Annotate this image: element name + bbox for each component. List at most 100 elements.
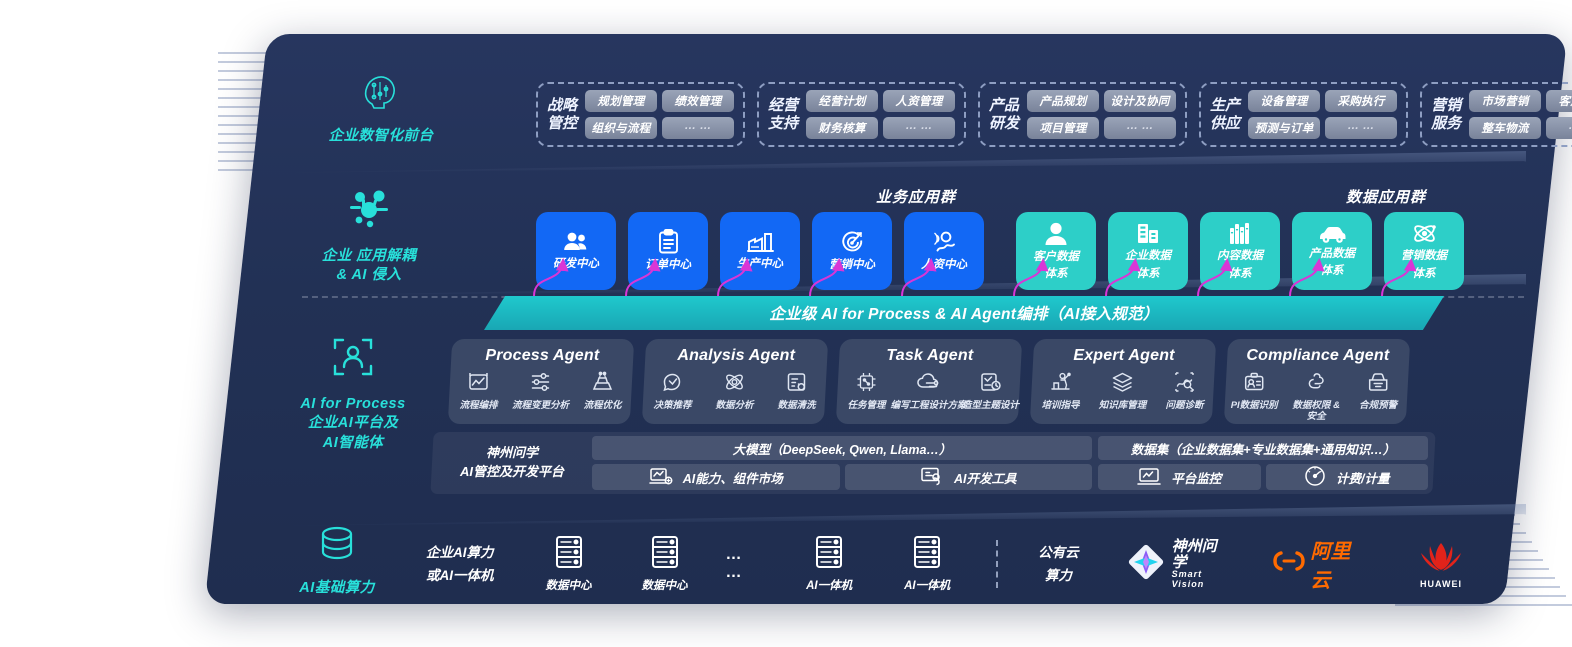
agent-capability[interactable]: 知识库管理: [1094, 371, 1150, 412]
domain-group[interactable]: 生产 供应 设备管理 采购执行 预测与订单… …: [1199, 82, 1409, 147]
agent-capability[interactable]: 任务管理: [838, 371, 894, 412]
domain-chip[interactable]: 规划管理: [585, 90, 658, 112]
agent-capability[interactable]: 数据分析: [706, 371, 762, 412]
infra-item[interactable]: 数据中心: [546, 535, 592, 594]
platform-name: 神州问学 AI管控及开发平台: [432, 444, 592, 482]
infra-item[interactable]: AI一体机: [806, 535, 852, 594]
domain-group[interactable]: 产品 研发 产品规划 设计及协同 项目管理… …: [978, 82, 1188, 147]
agent-card[interactable]: Compliance Agent PI数据识别 数据权限 & 安全 合规预警: [1223, 339, 1411, 424]
domain-chip-grid: 产品规划 设计及协同 项目管理… …: [1027, 90, 1177, 139]
factory-icon: [746, 230, 774, 254]
infra-item[interactable]: AI一体机: [904, 535, 950, 594]
domain-group[interactable]: 经营 支持 经营计划 人资管理 财务核算… …: [757, 82, 967, 147]
domain-chip[interactable]: 客户关系: [1546, 90, 1572, 112]
domain-chip[interactable]: 绩效管理: [662, 90, 735, 112]
clipboard-icon: [657, 229, 680, 255]
domain-chip[interactable]: 预测与订单: [1248, 117, 1321, 139]
agent-capability[interactable]: PI数据识别: [1226, 371, 1282, 423]
huawei-flower-icon: [1416, 540, 1466, 579]
domain-chip[interactable]: … …: [662, 117, 735, 139]
shenzhou-wenxue-logo[interactable]: 神州问学 Smart Vision: [1127, 539, 1227, 589]
app-card[interactable]: 企业数据 体系: [1108, 212, 1188, 290]
domain-chip[interactable]: 产品规划: [1027, 90, 1100, 112]
platform-cell[interactable]: AI开发工具: [844, 464, 1092, 490]
domain-chip[interactable]: 经营计划: [806, 90, 879, 112]
app-card[interactable]: 内容数据 体系: [1200, 212, 1280, 290]
app-card-label: 内容数据: [1217, 250, 1263, 263]
infra-divider: [996, 540, 999, 588]
domain-chip[interactable]: 设备管理: [1248, 90, 1321, 112]
infra-label-line2: 或AI一体机: [426, 567, 494, 583]
app-card[interactable]: 人资中心: [904, 212, 984, 290]
agent-capability[interactable]: 流程编排: [450, 371, 506, 412]
domain-title-line: 战略: [547, 97, 578, 115]
agent-capability-label: 流程优化: [583, 400, 622, 411]
aliyun-logo[interactable]: 阿里云: [1272, 535, 1360, 593]
rail-label-text-line2: 企业AI平台及: [307, 415, 399, 432]
infra-item[interactable]: 数据中心: [642, 535, 688, 594]
aliyun-mark-icon: [1272, 550, 1306, 578]
agent-capability[interactable]: 流程优化: [574, 371, 630, 412]
agent-capability-label: 任务管理: [847, 400, 886, 411]
agent-title: Task Agent: [886, 347, 974, 364]
agent-capability[interactable]: 编写工程设计方案: [890, 371, 966, 412]
agent-card[interactable]: Analysis Agent 决策推荐 数据分析 数据清洗: [641, 339, 829, 424]
domain-chip[interactable]: … …: [1104, 117, 1177, 139]
agent-capability[interactable]: 造型主题设计: [962, 371, 1019, 412]
platform-left-cells: AI能力、组件市场 AI开发工具: [592, 464, 1092, 490]
app-card[interactable]: 研发中心: [536, 212, 616, 290]
domain-chip[interactable]: … …: [883, 117, 956, 139]
agent-card[interactable]: Process Agent 流程编排 流程变更分析 流程优化: [447, 339, 635, 424]
agent-capability[interactable]: 决策推荐: [644, 371, 700, 412]
rail-label-ai-compute: AI基础算力: [242, 524, 432, 598]
app-card[interactable]: 生产中心: [720, 212, 800, 290]
agent-capability[interactable]: 问题诊断: [1156, 371, 1212, 412]
infra-item[interactable]: 企业AI算力 或AI一体机: [426, 544, 494, 584]
domain-chip[interactable]: 财务核算: [806, 117, 879, 139]
app-card[interactable]: 产品数据 体系: [1292, 212, 1372, 290]
app-card[interactable]: 营销中心: [812, 212, 892, 290]
app-card[interactable]: 营销数据 体系: [1384, 212, 1464, 290]
domain-chip[interactable]: 市场营销: [1469, 90, 1542, 112]
domain-chip[interactable]: 设计及协同: [1104, 90, 1177, 112]
platform-right-cells: 平台监控 计费/计量: [1098, 464, 1428, 490]
infra-item[interactable]: … …: [726, 546, 767, 582]
platform-cell[interactable]: 平台监控: [1098, 464, 1261, 490]
platform-cell[interactable]: AI能力、组件市场: [592, 464, 840, 490]
domain-title-line: 供应: [1210, 114, 1241, 132]
agent-card[interactable]: Expert Agent 培训指导 知识库管理 问题诊断: [1029, 339, 1217, 424]
logo-name: 神州问学: [1171, 537, 1217, 571]
agent-capability[interactable]: 数据权限 & 安全: [1288, 371, 1344, 423]
domain-chip[interactable]: 整车物流: [1469, 117, 1542, 139]
optimize-icon: [591, 371, 613, 398]
agent-capability-label: 数据分析: [715, 400, 754, 411]
platform-model-column: 大模型（DeepSeek, Qwen, Llama…） AI能力、组件市场 AI开…: [592, 436, 1092, 490]
infra-item[interactable]: 公有云 算力: [1038, 544, 1079, 584]
agent-card[interactable]: Task Agent 任务管理 编写工程设计方案 造型主题设计: [835, 339, 1023, 424]
devtool-icon: [920, 466, 944, 489]
platform-cell-label: 计费/计量: [1336, 471, 1390, 486]
agent-capability[interactable]: 合规预警: [1350, 371, 1406, 423]
app-card-label-2: 体系: [1044, 268, 1068, 280]
domain-group[interactable]: 营销服务市场营销客户关系整车物流… …: [1420, 82, 1572, 147]
rail-label-text: 企业数智化前台: [328, 127, 434, 144]
domain-chip[interactable]: 组织与流程: [585, 117, 658, 139]
platform-cell[interactable]: 计费/计量: [1265, 464, 1428, 490]
app-card[interactable]: 订单中心: [628, 212, 708, 290]
domain-chip[interactable]: 人资管理: [883, 90, 956, 112]
domain-group[interactable]: 战略 管控 规划管理 绩效管理 组织与流程… …: [536, 82, 746, 147]
agent-capability[interactable]: 数据清洗: [768, 371, 824, 412]
data-clean-icon: [785, 371, 807, 398]
agent-capability[interactable]: 流程变更分析: [512, 371, 569, 412]
app-card-label: 企业数据: [1125, 250, 1171, 263]
user-avatar-icon: [1044, 221, 1068, 247]
app-card[interactable]: 客户数据 体系: [1016, 212, 1096, 290]
app-card-label: 客户数据: [1033, 250, 1079, 263]
domain-chip[interactable]: 采购执行: [1325, 90, 1398, 112]
agent-capability[interactable]: 培训指导: [1032, 371, 1088, 412]
domain-chip[interactable]: 项目管理: [1027, 117, 1100, 139]
huawei-logo[interactable]: HUAWEI: [1416, 540, 1466, 589]
users-icon: [563, 230, 589, 254]
domain-chip[interactable]: … …: [1325, 117, 1398, 139]
domain-chip[interactable]: … …: [1546, 117, 1572, 139]
